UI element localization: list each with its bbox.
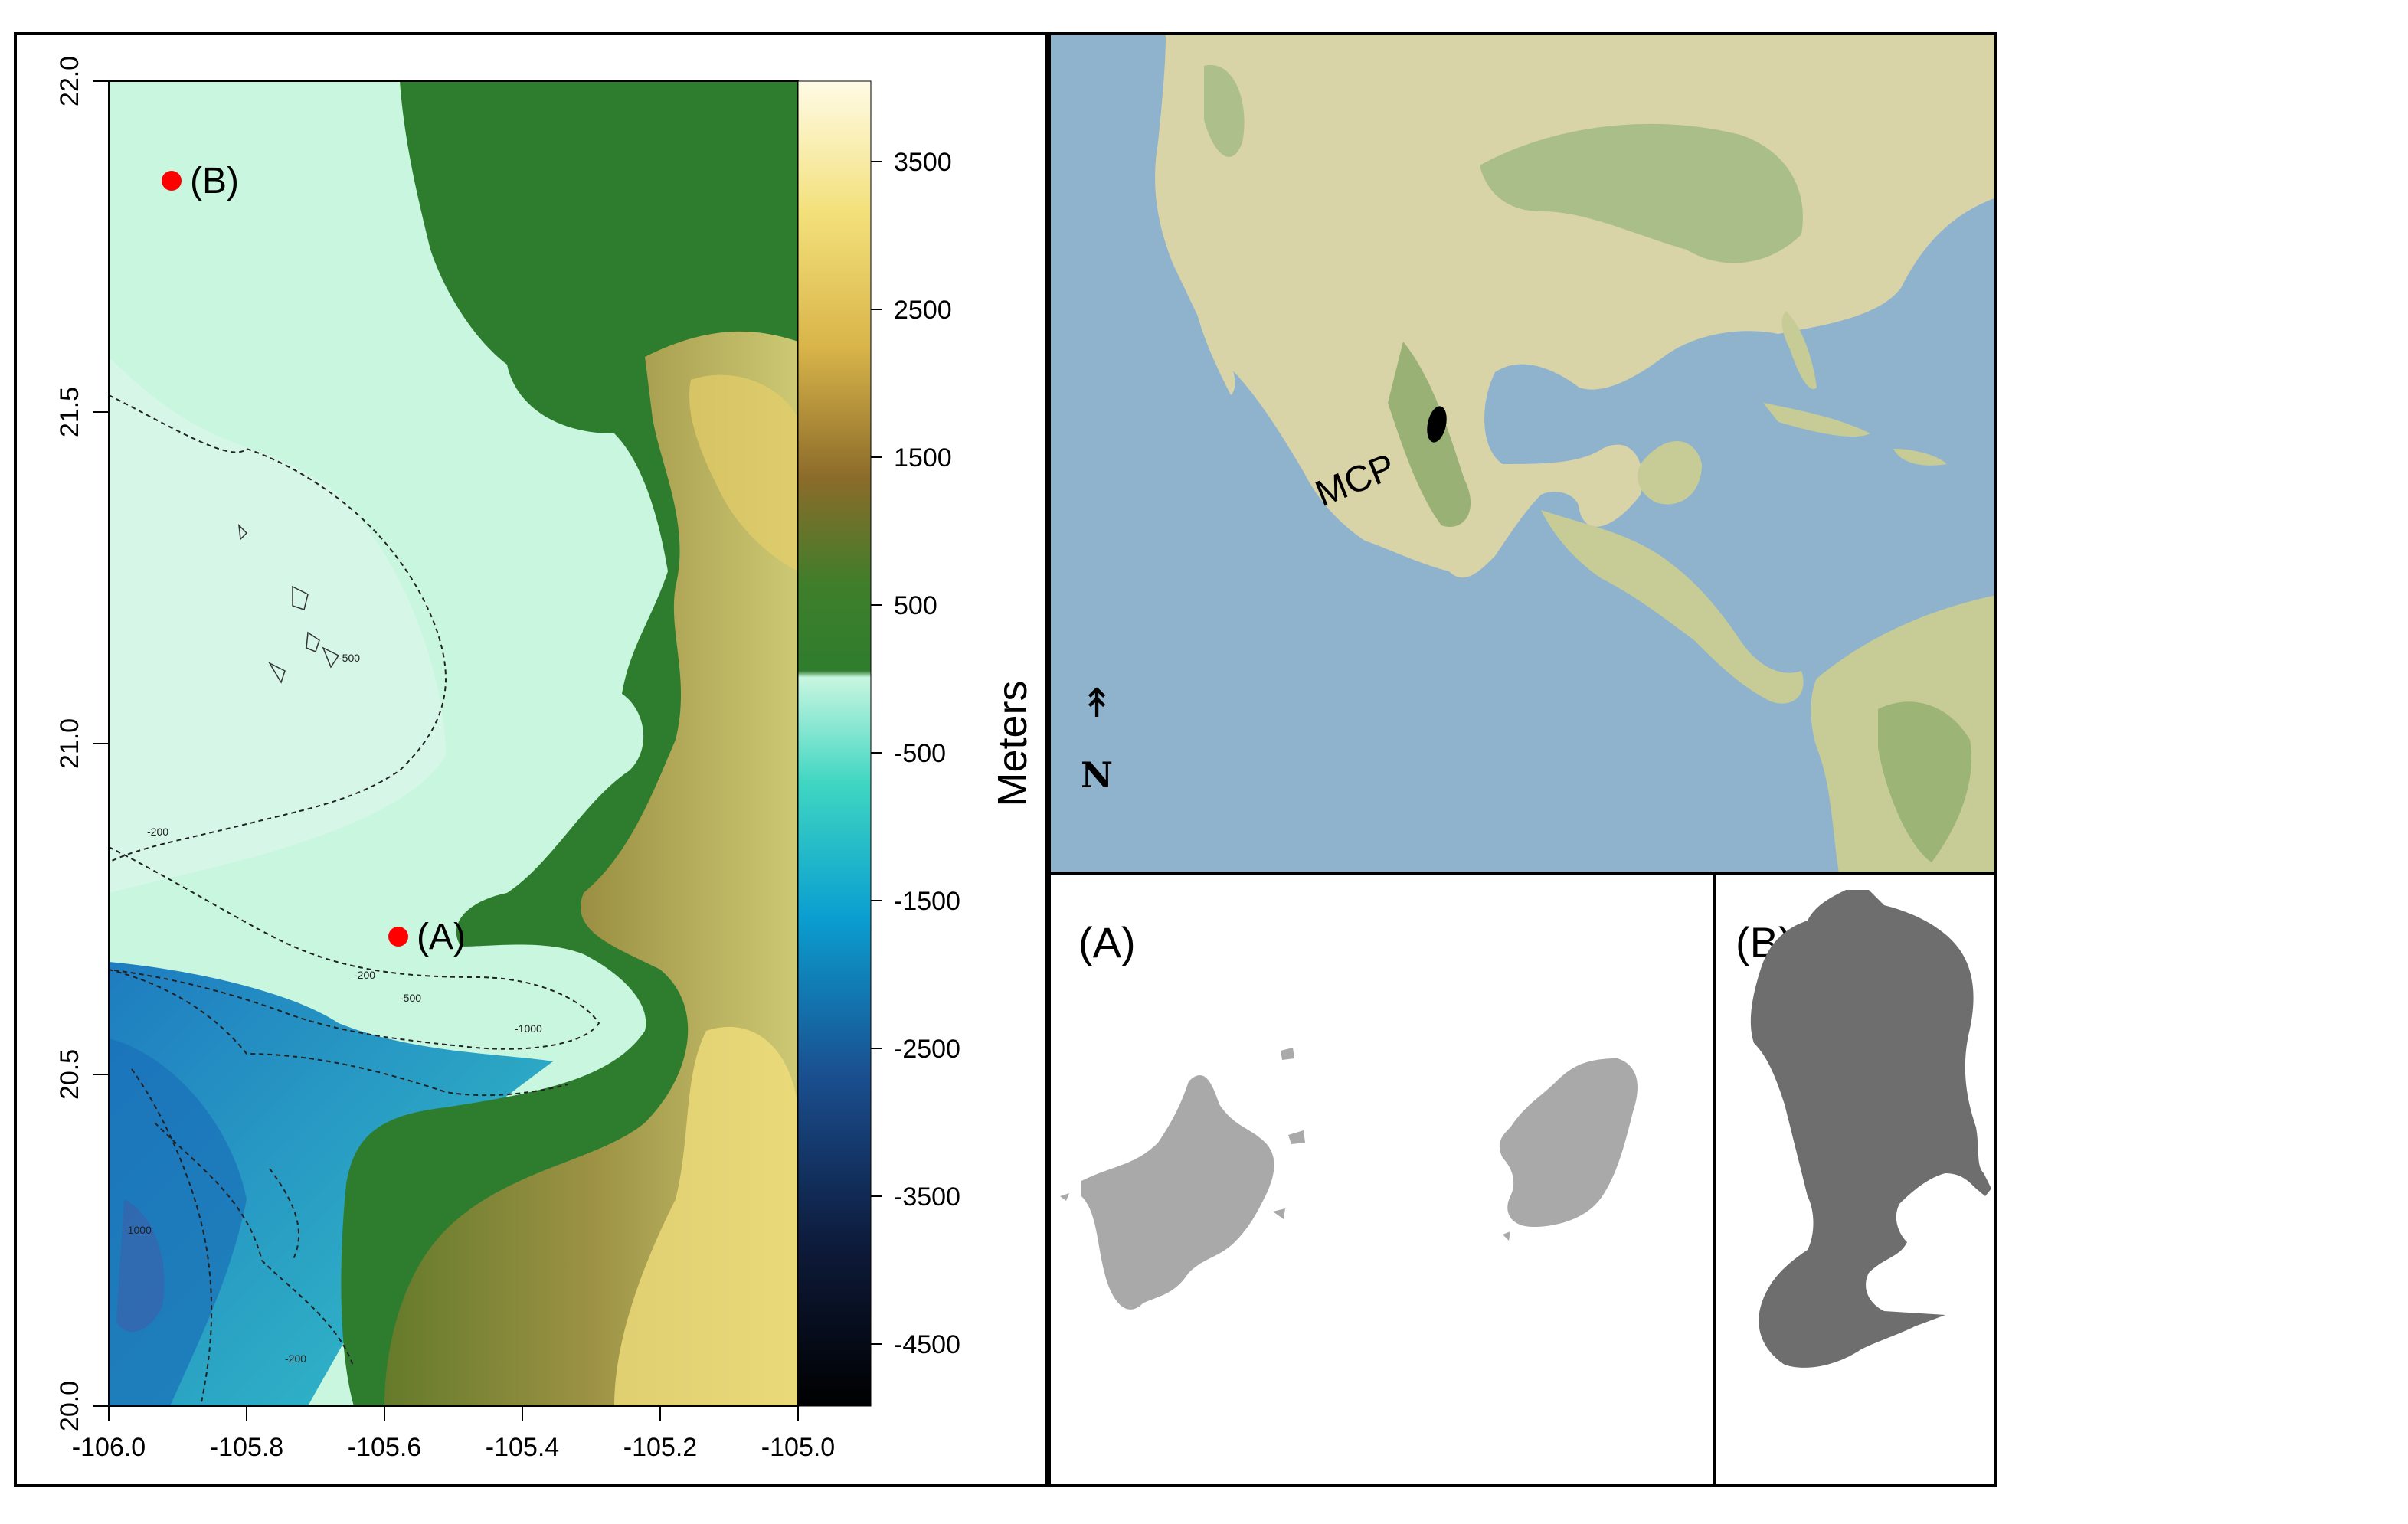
overview-map-svg: MCP ↟ N (1051, 35, 1994, 872)
x-tick-label: -105.2 (623, 1433, 697, 1462)
andes-green (1878, 701, 1971, 862)
florida (1781, 311, 1817, 389)
point-b-label: (B) (190, 161, 239, 201)
y-tick-label: 20.0 (55, 1381, 84, 1431)
north-arrow-icon: ↟ (1080, 682, 1114, 726)
inset-b-panel: (B) (1713, 872, 1997, 1487)
legend-tick-label: -3500 (894, 1182, 960, 1212)
contour-label: -500 (400, 992, 421, 1004)
x-tick-label: -105.4 (486, 1433, 559, 1462)
contour-label: -1000 (515, 1022, 542, 1035)
mcp-marker (1427, 406, 1447, 443)
overview-map-panel: MCP ↟ N (1048, 32, 1997, 875)
islet (1273, 1208, 1285, 1219)
elevation-legend: 3500 2500 1500 500 -500 -1500 -2500 -350… (797, 80, 1036, 1407)
legend-tick-label: 3500 (894, 148, 952, 177)
forest-east (1480, 123, 1803, 263)
legend-tick-label: -500 (894, 739, 946, 768)
y-tick-label: 21.0 (55, 718, 84, 769)
y-axis (93, 80, 110, 1407)
y-tick-label: 21.5 (55, 387, 84, 437)
elevation-map-panel: -500 -200 -200 -500 -1000 -1000 -200 20.… (14, 32, 1048, 1487)
contour-label: -500 (339, 652, 360, 664)
inset-a-panel: (A) (1048, 872, 1716, 1487)
legend-tick-labels: 3500 2500 1500 500 -500 -1500 -2500 -350… (894, 148, 960, 1359)
cuba (1763, 403, 1870, 437)
y-tick-label: 20.5 (55, 1049, 84, 1100)
inset-a-label: (A) (1078, 918, 1136, 966)
central-america (1541, 510, 1804, 704)
inset-b-svg: (B) (1736, 890, 1991, 1368)
contour-label: -200 (147, 826, 168, 838)
island-a-east (1499, 1058, 1638, 1227)
x-tick-label: -106.0 (72, 1433, 146, 1462)
legend-tick-label: -1500 (894, 887, 960, 916)
x-tick-label: -105.6 (348, 1433, 421, 1462)
contour-label: -200 (285, 1352, 306, 1365)
sample-points: (A) (B) (162, 161, 466, 957)
contour-labels: -500 -200 -200 -500 -1000 -1000 -200 (124, 652, 542, 1365)
y-tick-labels: 20.0 20.5 21.0 21.5 22.0 (55, 56, 84, 1431)
islet (1060, 1193, 1069, 1201)
baja-california (1181, 234, 1235, 395)
island-a-west (1081, 1074, 1274, 1310)
point-a-marker (388, 927, 408, 947)
legend-title: Meters (990, 680, 1036, 806)
legend-tick-label: -2500 (894, 1035, 960, 1064)
depth-contours (109, 394, 600, 1406)
islet (1288, 1130, 1305, 1144)
legend-tick-label: 500 (894, 591, 937, 620)
legend-tick-label: 1500 (894, 443, 952, 473)
elevation-map-svg: -500 -200 -200 -500 -1000 -1000 -200 20.… (55, 56, 1036, 1462)
x-axis (108, 1405, 799, 1421)
hispaniola (1893, 449, 1947, 466)
point-b-marker (162, 171, 182, 191)
islet (1503, 1231, 1510, 1241)
y-tick-label: 22.0 (55, 56, 84, 106)
forest-west (1204, 64, 1245, 157)
legend-tick-label: -4500 (894, 1330, 960, 1359)
island-b (1750, 890, 1991, 1368)
yucatan (1638, 441, 1702, 505)
x-tick-label: -105.8 (210, 1433, 283, 1462)
inset-a-shapes (1060, 1048, 1638, 1310)
legend-tick-label: 2500 (894, 296, 952, 325)
contour-label: -1000 (124, 1224, 152, 1236)
north-label: N (1081, 754, 1113, 796)
point-a-label: (A) (417, 917, 466, 957)
x-tick-labels: -106.0 -105.8 -105.6 -105.4 -105.2 -105.… (72, 1433, 835, 1462)
inset-a-svg: (A) (1060, 918, 1638, 1310)
contour-label: -200 (354, 969, 375, 981)
legend-colorbar (798, 81, 871, 1406)
islet (1281, 1048, 1294, 1060)
x-tick-label: -105.0 (761, 1433, 835, 1462)
shoal-outlines (238, 523, 340, 684)
elevation-raster (109, 81, 798, 1406)
